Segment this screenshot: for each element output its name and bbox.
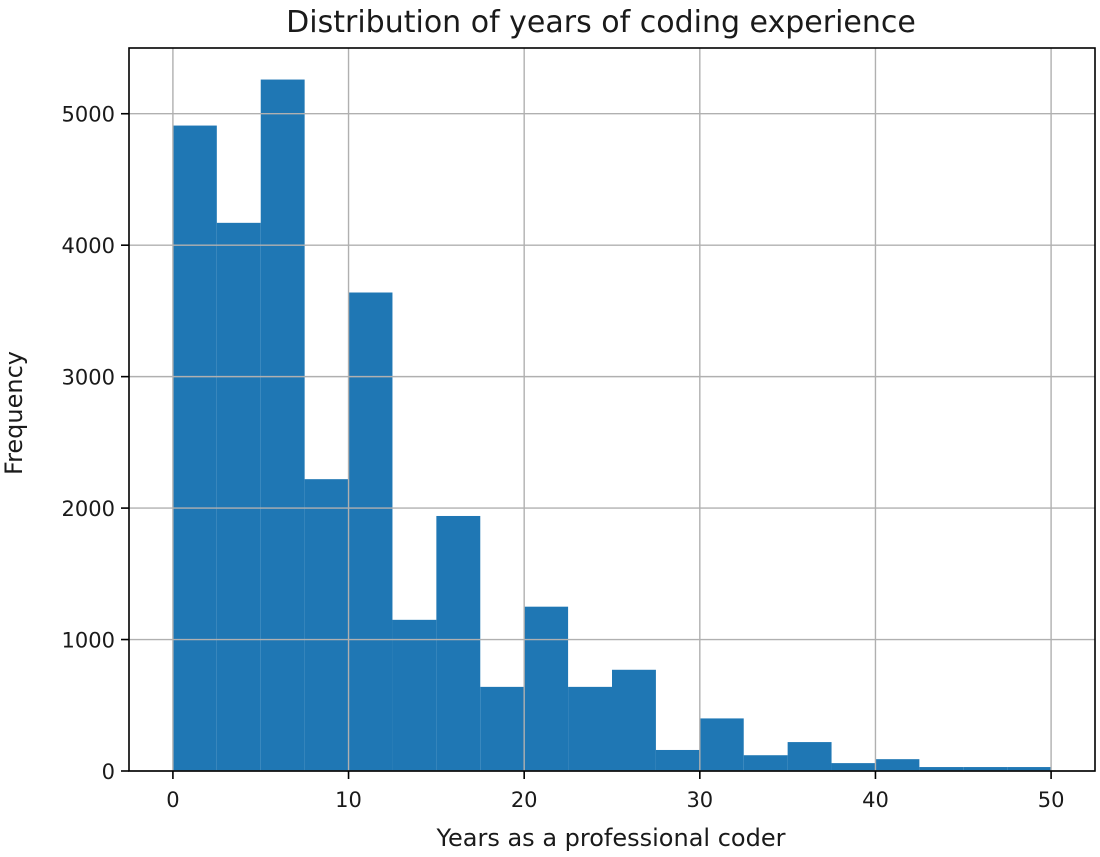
histogram-bar (787, 742, 832, 771)
histogram-bar (392, 619, 437, 771)
histogram-bar (216, 222, 261, 772)
histogram-bar (612, 669, 656, 771)
histogram-bar (480, 686, 525, 771)
histogram-bar (743, 755, 788, 771)
y-tick-label: 3000 (62, 366, 115, 390)
x-axis-label: Years as a professional coder (436, 824, 786, 852)
x-tick-label: 20 (511, 788, 538, 812)
plot-frame (128, 47, 1096, 772)
y-tick-label: 1000 (62, 629, 115, 653)
x-tick-label: 10 (335, 788, 362, 812)
x-tick-label: 0 (166, 788, 179, 812)
histogram-bar (524, 606, 569, 771)
y-tick-label: 4000 (62, 234, 115, 258)
y-axis-ticks: 0 1000 2000 3000 4000 5000 (62, 103, 129, 784)
x-tick-label: 40 (862, 788, 889, 812)
histogram-bar (831, 763, 876, 771)
histogram-bars (172, 79, 1052, 772)
grid-lines (129, 48, 1095, 772)
y-tick-label: 0 (102, 760, 115, 784)
histogram-bar (963, 767, 1008, 771)
x-tick-label: 50 (1038, 788, 1065, 812)
histogram-bar (875, 759, 920, 771)
x-tick-label: 30 (686, 788, 713, 812)
y-tick-label: 2000 (62, 497, 115, 521)
histogram-bar (436, 515, 481, 771)
histogram-bar (348, 292, 393, 771)
histogram-bar (919, 767, 964, 771)
histogram-bar (304, 479, 349, 771)
y-axis-label: Frequency (0, 351, 28, 475)
histogram-bar (260, 79, 305, 772)
histogram-bar (568, 686, 612, 771)
x-axis-ticks: 0 10 20 30 40 50 (166, 771, 1064, 812)
histogram-bar (699, 718, 744, 771)
chart-title: Distribution of years of coding experien… (286, 5, 916, 40)
y-tick-label: 5000 (62, 103, 115, 127)
histogram-bar (172, 125, 217, 772)
histogram-bar (1007, 767, 1052, 771)
histogram-bar (655, 749, 700, 771)
